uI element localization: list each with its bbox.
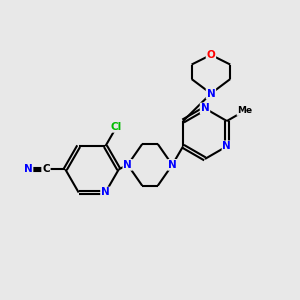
Text: N: N (201, 103, 209, 113)
Text: N: N (123, 160, 132, 170)
Text: C: C (42, 164, 50, 174)
Text: N: N (24, 164, 32, 174)
Text: O: O (207, 50, 215, 60)
Text: N: N (101, 188, 110, 197)
Text: N: N (223, 141, 231, 151)
Text: N: N (207, 88, 215, 98)
Text: Me: Me (237, 106, 252, 115)
Text: Cl: Cl (111, 122, 122, 132)
Text: N: N (168, 160, 177, 170)
